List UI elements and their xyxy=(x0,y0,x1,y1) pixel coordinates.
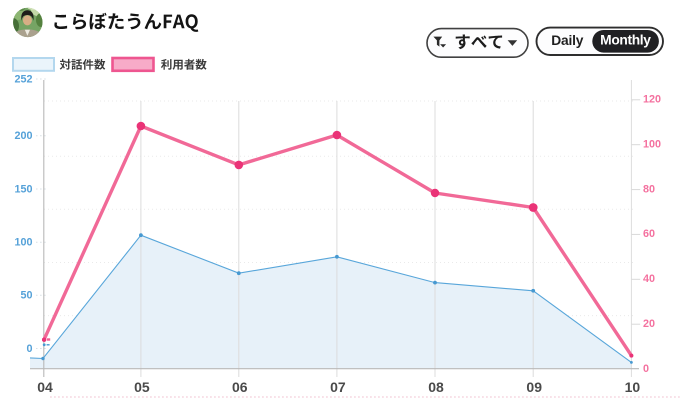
svg-text:80: 80 xyxy=(643,183,655,195)
svg-text:100: 100 xyxy=(643,139,661,151)
svg-text:Daily: Daily xyxy=(551,33,584,48)
svg-text:0: 0 xyxy=(643,363,649,375)
svg-text:05: 05 xyxy=(134,379,150,395)
svg-text:50: 50 xyxy=(20,290,32,302)
svg-text:252: 252 xyxy=(14,73,32,85)
svg-text:04: 04 xyxy=(37,379,53,395)
svg-text:0: 0 xyxy=(26,343,32,355)
svg-text:10: 10 xyxy=(625,379,641,395)
svg-text:Monthly: Monthly xyxy=(600,32,651,47)
svg-text:200: 200 xyxy=(14,130,32,142)
svg-text:09: 09 xyxy=(526,379,542,395)
svg-text:08: 08 xyxy=(428,379,444,395)
svg-text:20: 20 xyxy=(643,318,655,330)
svg-text:100: 100 xyxy=(14,237,32,249)
svg-text:60: 60 xyxy=(643,228,655,240)
svg-text:06: 06 xyxy=(232,379,248,395)
svg-text:40: 40 xyxy=(643,273,655,285)
svg-text:07: 07 xyxy=(330,379,346,395)
svg-text:150: 150 xyxy=(14,183,32,195)
svg-text:120: 120 xyxy=(643,94,661,106)
